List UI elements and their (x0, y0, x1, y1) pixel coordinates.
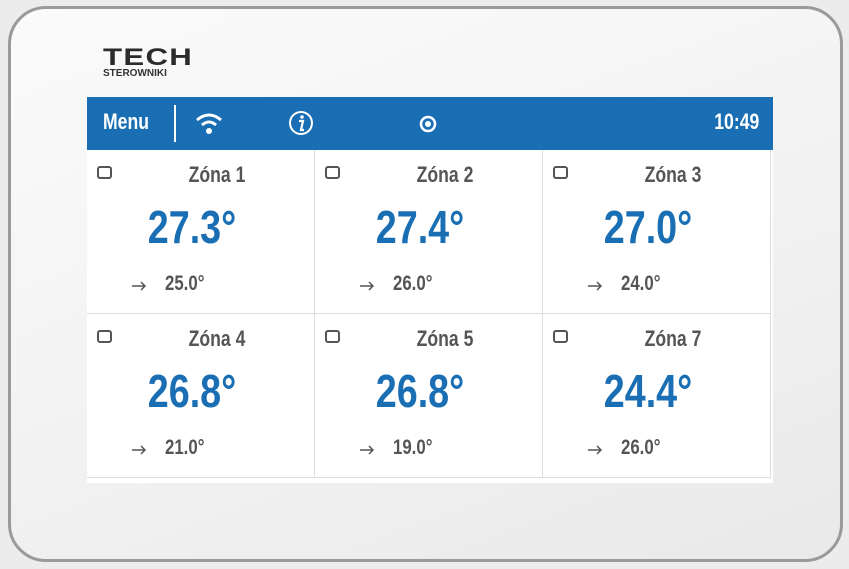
zone-set-temp: 19.0° (393, 436, 432, 460)
arrow-icon (359, 280, 375, 292)
info-icon[interactable] (287, 109, 315, 137)
arrow-icon (131, 280, 147, 292)
arrow-icon (587, 444, 603, 456)
zone-name: Zóna 3 (617, 162, 729, 188)
zone-set-temp: 26.0° (621, 436, 660, 460)
zone-name: Zóna 1 (161, 162, 273, 188)
zone-current-temp: 26.8° (106, 364, 278, 418)
zone-tile[interactable]: Zóna 5 26.8° 19.0° (315, 314, 543, 478)
mode-icon[interactable] (418, 114, 438, 134)
zone-tile[interactable]: Zóna 1 27.3° 25.0° (87, 150, 315, 314)
clock: 10:49 (714, 109, 759, 135)
zone-name: Zóna 5 (389, 326, 501, 352)
zone-icon (97, 330, 113, 344)
zone-icon (553, 330, 569, 344)
status-bar: Menu 10:49 (87, 97, 773, 150)
zone-current-temp: 26.8° (334, 364, 506, 418)
logo-subtitle: STEROWNIKI (103, 68, 167, 79)
screen: Menu 10:49 Zóna 1 27.3° 25.0° Zóna 2 27.4° 26… (87, 97, 773, 483)
zone-icon (553, 166, 569, 180)
zone-name: Zóna 7 (617, 326, 729, 352)
page: TECH STEROWNIKI Menu 10:49 Zóna 127.3°25… (0, 0, 849, 569)
zone-name: Zóna 4 (161, 326, 273, 352)
menu-button[interactable]: Menu (103, 109, 149, 135)
arrow-icon (359, 444, 375, 456)
zone-current-temp: 27.3° (106, 200, 278, 254)
separator (174, 105, 176, 142)
zone-tile[interactable]: Zóna 7 24.4° 26.0° (543, 314, 771, 478)
zone-set-temp: 25.0° (165, 272, 204, 296)
zone-tile[interactable]: Zóna 3 27.0° 24.0° (543, 150, 771, 314)
zone-set-temp: 26.0° (393, 272, 432, 296)
zone-set-temp: 24.0° (621, 272, 660, 296)
zone-icon (325, 166, 341, 180)
zone-icon (325, 330, 341, 344)
zone-icon (97, 166, 113, 180)
zone-set-temp: 21.0° (165, 436, 204, 460)
zone-current-temp: 27.4° (334, 200, 506, 254)
zone-current-temp: 24.4° (562, 364, 734, 418)
zone-current-temp: 27.0° (562, 200, 734, 254)
zone-tile[interactable]: Zóna 4 26.8° 21.0° (87, 314, 315, 478)
zone-name: Zóna 2 (389, 162, 501, 188)
wifi-icon[interactable] (194, 109, 224, 137)
zone-tile[interactable]: Zóna 2 27.4° 26.0° (315, 150, 543, 314)
arrow-icon (587, 280, 603, 292)
arrow-icon (131, 444, 147, 456)
